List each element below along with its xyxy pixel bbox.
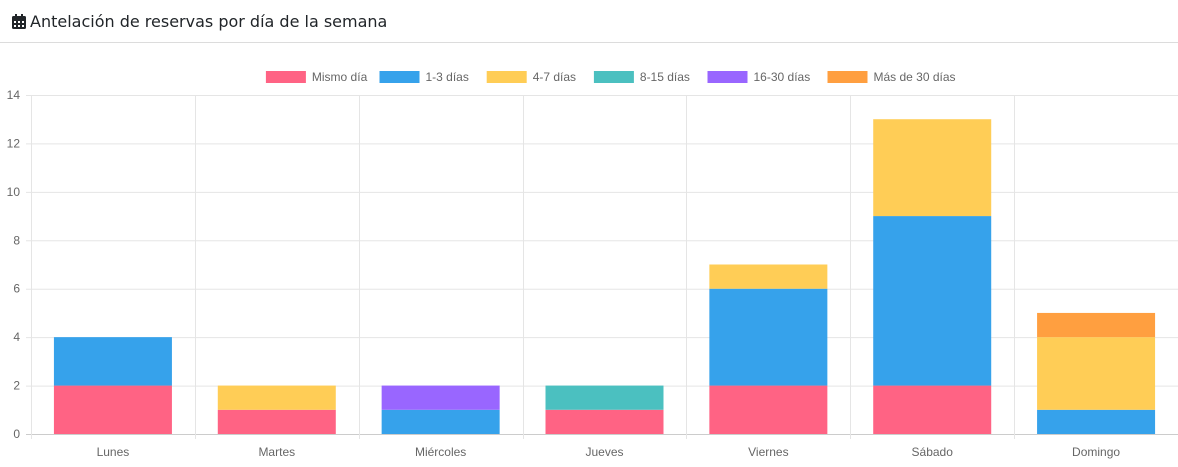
bar-segment [53,337,172,386]
bar-segment [545,385,664,410]
legend-swatch [707,71,748,83]
x-tick-label: Sábado [912,445,954,459]
chart-title: Antelación de reservas por día de la sem… [30,11,388,31]
x-tick-label: Miércoles [415,445,466,459]
bar-segment [873,119,992,217]
legend-swatch [265,71,306,83]
bar-segment [217,385,336,410]
bar-segment [709,288,828,386]
legend-label: 4-7 días [533,70,576,84]
legend-label: 8-15 días [640,70,690,84]
x-tick-label: Viernes [748,445,788,459]
bar-segment [873,216,992,386]
legend-label: 1-3 días [426,70,469,84]
y-tick-label: 4 [13,330,20,344]
card-header: Antelación de reservas por día de la sem… [0,0,1178,43]
y-tick-label: 2 [13,379,20,393]
y-tick-label: 6 [13,282,20,296]
bar-segment [709,385,828,434]
bar-segment [709,264,828,289]
legend-swatch [593,71,634,83]
x-tick-label: Jueves [585,445,623,459]
bar-segment [381,409,500,434]
legend-label: Más de 30 días [874,70,956,84]
bar-segment [545,409,664,434]
legend-label: 16-30 días [754,70,811,84]
y-tick-label: 0 [13,427,20,441]
x-tick-label: Lunes [97,445,130,459]
legend-swatch [827,71,868,83]
bar-segment [381,385,500,410]
y-tick-label: 8 [13,233,20,247]
legend-label: Mismo día [312,70,368,84]
bar-segment [1037,409,1156,434]
stacked-bar-chart: 0 2 4 6 8 10 12 14 Lunes Martes Miércoles Jueves Vie… [7,70,1178,459]
bar-segment [217,409,336,434]
x-tick-label: Martes [258,445,295,459]
bar-segment [1037,337,1156,410]
y-tick-label: 14 [7,88,21,102]
bar-segment [1037,312,1156,338]
bar-segment [873,385,992,434]
legend-swatch [486,71,527,83]
calendar-icon [12,13,26,29]
y-tick-label: 10 [7,185,21,199]
x-tick-label: Domingo [1072,445,1120,459]
bar-segment [53,385,172,434]
y-tick-label: 12 [7,136,21,150]
legend-swatch [379,71,420,83]
